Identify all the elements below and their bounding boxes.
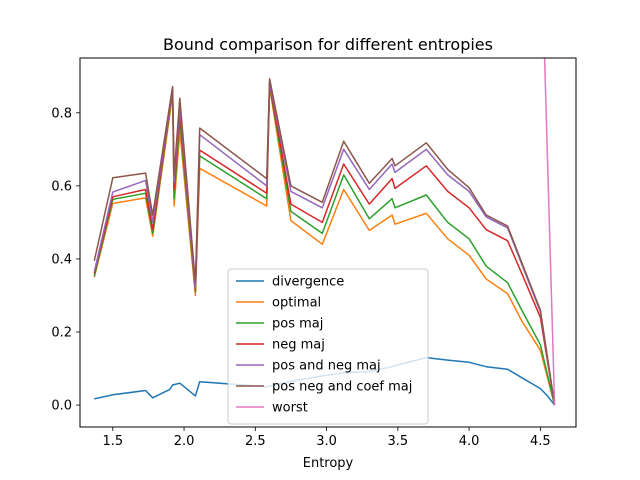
x-tick-label: 1.5 bbox=[102, 434, 123, 449]
y-tick-label: 0.6 bbox=[51, 179, 72, 194]
legend-label: pos maj bbox=[272, 317, 323, 332]
series-line-6 bbox=[543, 58, 556, 406]
y-tick-label: 0.4 bbox=[51, 252, 72, 267]
x-tick-label: 2.0 bbox=[174, 434, 195, 449]
legend-label: optimal bbox=[272, 296, 321, 311]
axes-frame bbox=[79, 57, 577, 428]
chart-title: Bound comparison for different entropies bbox=[163, 35, 493, 54]
legend-label: neg maj bbox=[272, 338, 325, 353]
x-axis: 1.5 2.0 2.5 3.0 3.5 4.0 4.5 bbox=[102, 427, 551, 449]
legend: divergence optimal pos maj neg maj pos and n… bbox=[227, 268, 429, 425]
legend-label: pos neg and coef maj bbox=[272, 380, 412, 395]
plot-area bbox=[93, 58, 556, 406]
y-tick-label: 0.0 bbox=[51, 399, 72, 414]
x-tick-label: 4.0 bbox=[459, 434, 480, 449]
legend-label: worst bbox=[272, 401, 308, 416]
y-tick-label: 0.8 bbox=[51, 106, 72, 121]
x-axis-title: Entropy bbox=[303, 456, 354, 471]
legend-box bbox=[227, 268, 429, 425]
legend-label: pos and neg maj bbox=[272, 359, 381, 374]
y-axis: 0.0 0.2 0.4 0.6 0.8 bbox=[51, 106, 80, 414]
x-tick-label: 4.5 bbox=[530, 434, 551, 449]
x-tick-label: 2.5 bbox=[245, 434, 266, 449]
x-tick-label: 3.5 bbox=[387, 434, 408, 449]
y-tick-label: 0.2 bbox=[51, 326, 72, 341]
series-line-5 bbox=[93, 78, 556, 406]
x-tick-label: 3.0 bbox=[316, 434, 337, 449]
legend-label: divergence bbox=[272, 275, 344, 290]
